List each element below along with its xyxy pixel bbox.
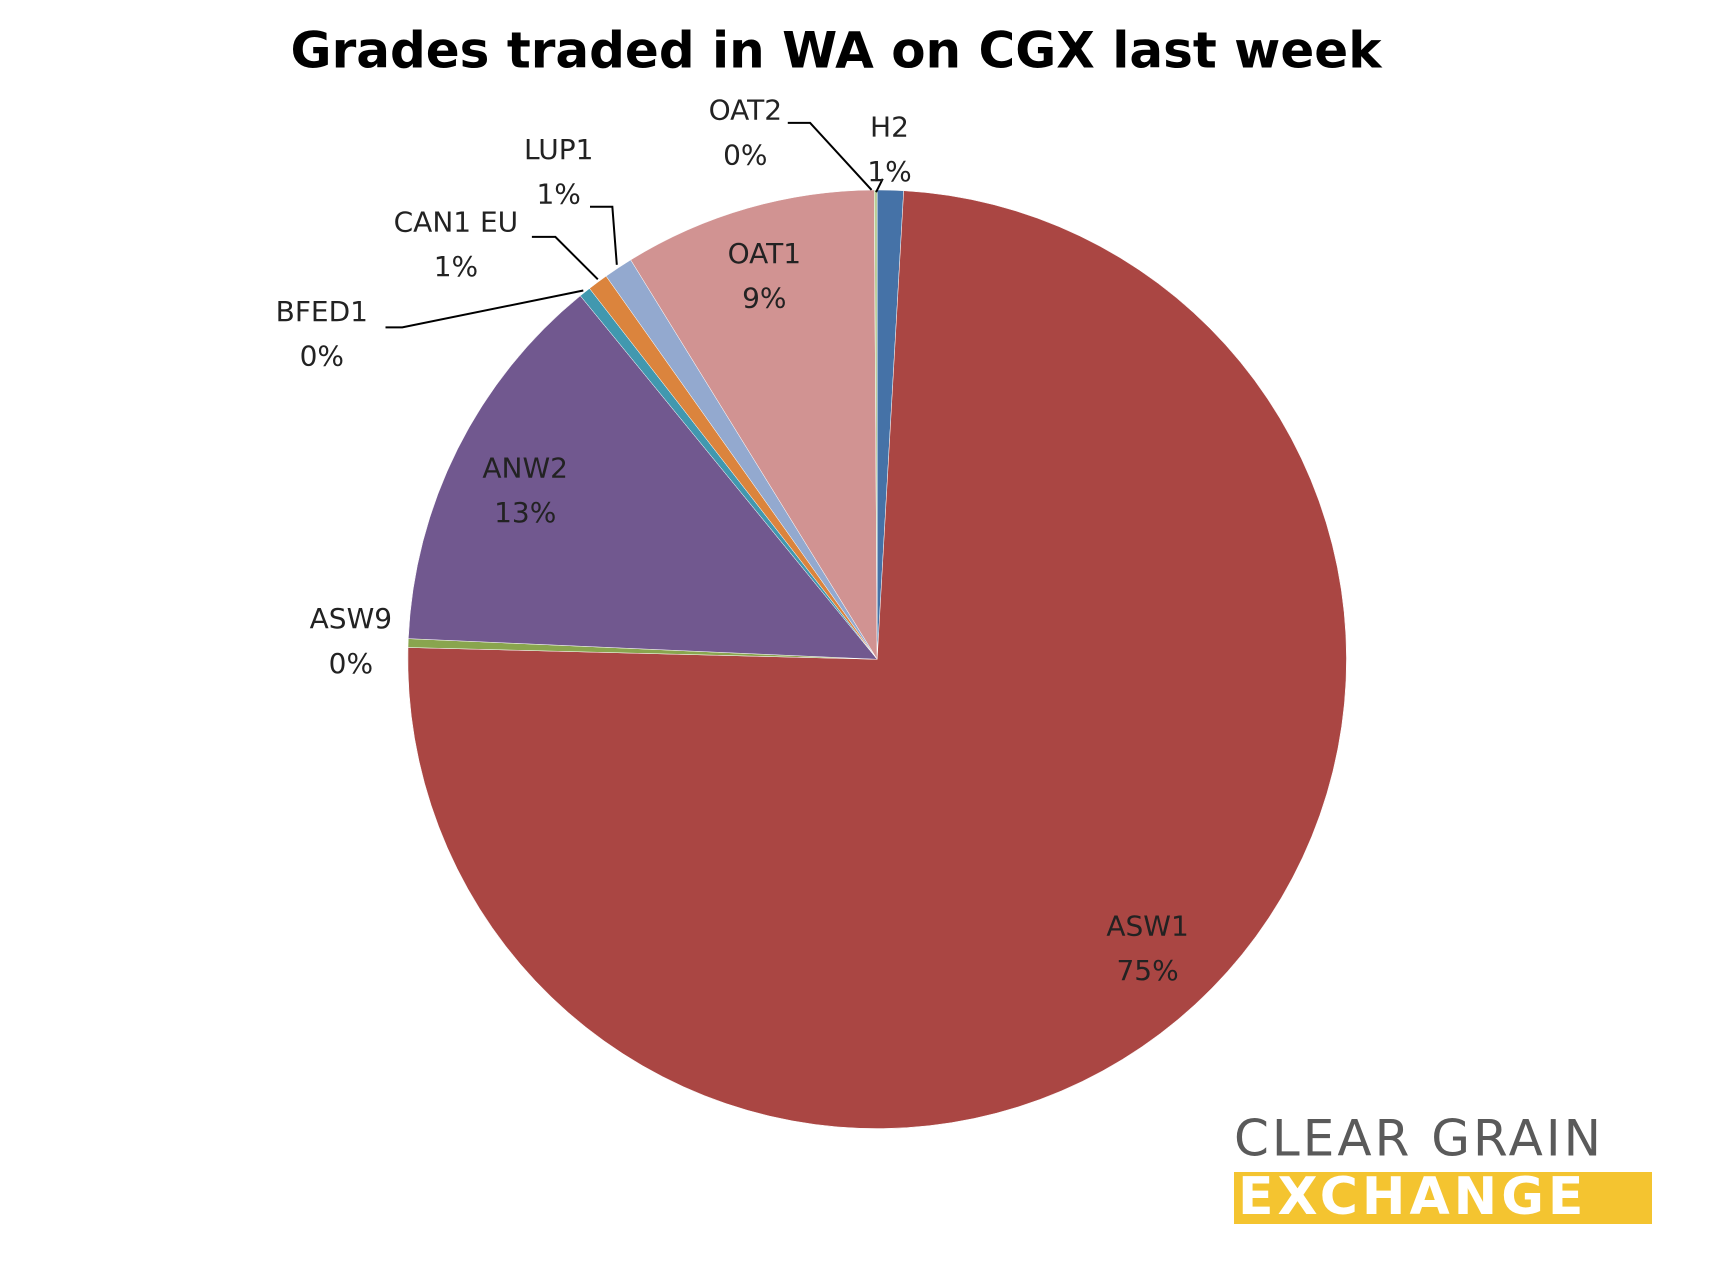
slice-value-label: 1% — [434, 250, 478, 283]
slice-label: ASW9 — [310, 602, 392, 635]
leader-line — [787, 121, 873, 191]
slice-value-label: 0% — [329, 647, 373, 680]
slice-label: OAT2 — [709, 94, 782, 127]
slice-label: ANW2 — [482, 451, 568, 484]
slice-label: H2 — [870, 111, 909, 144]
slice-value-label: 0% — [723, 138, 767, 171]
logo-line2: EXCHANGE — [1238, 1167, 1587, 1227]
slice-label: BFED1 — [276, 295, 368, 328]
slice-label: ASW1 — [1106, 909, 1188, 942]
logo-band — [1234, 1172, 1652, 1224]
chart-title: Grades traded in WA on CGX last week — [291, 22, 1384, 80]
pie-slice — [630, 189, 878, 661]
slice-value-label: 1% — [536, 178, 580, 211]
slice-label: OAT1 — [728, 237, 801, 270]
leader-line — [531, 235, 599, 281]
slice-value-label: 13% — [494, 496, 556, 529]
leader-line — [589, 205, 618, 265]
slice-label: CAN1 EU — [394, 205, 519, 238]
leader-line — [875, 178, 884, 193]
slice-label: LUP1 — [524, 133, 593, 166]
pie-slice — [408, 295, 878, 660]
logo-line1: CLEAR GRAIN — [1234, 1110, 1604, 1168]
slice-value-label: 9% — [742, 281, 786, 314]
slice-value-label: 75% — [1116, 954, 1178, 987]
leader-line — [385, 289, 584, 329]
slice-value-label: 1% — [867, 155, 911, 188]
slice-value-label: 0% — [300, 340, 344, 373]
